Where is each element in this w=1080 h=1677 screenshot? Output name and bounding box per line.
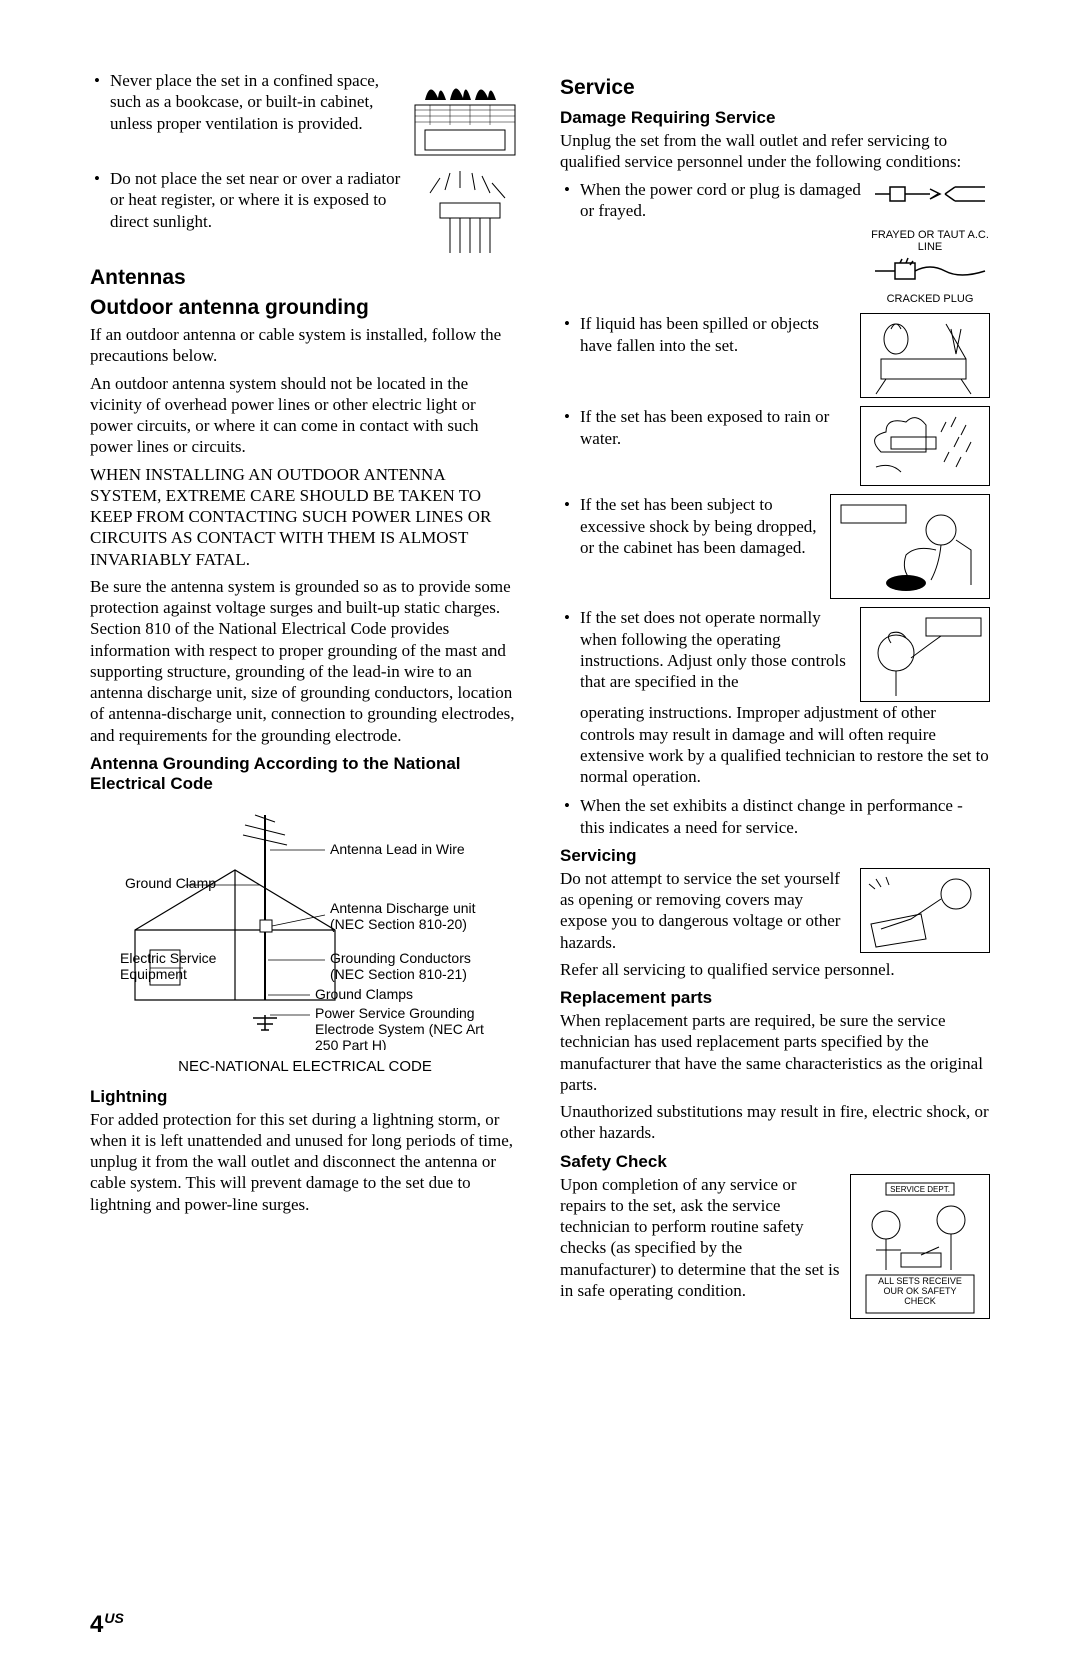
- svg-text:SERVICE DEPT.: SERVICE DEPT.: [890, 1185, 950, 1194]
- list-item: If liquid has been spilled or objects ha…: [560, 313, 990, 398]
- placement-warnings: Never place the set in a confined space,…: [90, 70, 520, 258]
- sunlight-icon: [410, 168, 520, 258]
- page-num-value: 4: [90, 1611, 103, 1638]
- body-text: When replacement parts are required, be …: [560, 1010, 990, 1095]
- body-text: Refer all servicing to qualified service…: [560, 959, 990, 980]
- body-text: If an outdoor antenna or cable system is…: [90, 324, 520, 367]
- body-text: Upon completion of any service or repair…: [560, 1174, 842, 1302]
- left-column: Never place the set in a confined space,…: [90, 70, 520, 1319]
- bookcase-icon: [410, 70, 520, 160]
- service-conditions: When the power cord or plug is damaged o…: [560, 179, 990, 838]
- cord-label: FRAYED OR TAUT A.C. LINE: [870, 229, 990, 253]
- body-text: WHEN INSTALLING AN OUTDOOR ANTENNA SYSTE…: [90, 464, 520, 570]
- list-item: If the set does not operate normally whe…: [560, 607, 990, 787]
- body-text: Be sure the antenna system is grounded s…: [90, 576, 520, 746]
- body-text: An outdoor antenna system should not be …: [90, 373, 520, 458]
- list-item: If the set has been exposed to rain or w…: [560, 406, 990, 486]
- lightning-heading: Lightning: [90, 1087, 520, 1107]
- service-heading: Service: [560, 76, 990, 100]
- body-text: Do not attempt to service the set yourse…: [560, 868, 852, 953]
- list-item: If the set has been subject to excessive…: [560, 494, 990, 599]
- svg-text:Antenna Lead in Wire: Antenna Lead in Wire: [330, 841, 465, 857]
- bullet-text: When the power cord or plug is damaged o…: [580, 179, 862, 222]
- right-column: Service Damage Requiring Service Unplug …: [560, 70, 990, 1319]
- list-item: Do not place the set near or over a radi…: [90, 168, 520, 258]
- page-number: 4US: [90, 1610, 124, 1639]
- servicing-block: Do not attempt to service the set yourse…: [560, 868, 990, 959]
- bullet-text: When the set exhibits a distinct change …: [580, 796, 963, 836]
- cord-icon: FRAYED OR TAUT A.C. LINE CRACKED PLUG: [870, 179, 990, 306]
- outdoor-grounding-heading: Outdoor antenna grounding: [90, 296, 520, 320]
- body-text: Unplug the set from the wall outlet and …: [560, 130, 990, 173]
- list-item: When the power cord or plug is damaged o…: [560, 179, 990, 306]
- nec-heading: Antenna Grounding According to the Natio…: [90, 754, 520, 794]
- spill-icon: [860, 313, 990, 398]
- servicing-icon: [860, 868, 990, 953]
- nec-caption: NEC-NATIONAL ELECTRICAL CODE: [90, 1058, 520, 1077]
- bullet-text: If the set has been exposed to rain or w…: [580, 406, 852, 449]
- safety-check-block: Upon completion of any service or repair…: [560, 1174, 990, 1319]
- bullet-text-continuation: operating instructions. Improper adjustm…: [580, 702, 990, 787]
- body-text: Unauthorized substitutions may result in…: [560, 1101, 990, 1144]
- safety-check-heading: Safety Check: [560, 1152, 990, 1172]
- page-columns: Never place the set in a confined space,…: [90, 70, 990, 1319]
- bullet-text: If the set has been subject to excessive…: [580, 494, 822, 558]
- antennas-heading: Antennas: [90, 266, 520, 290]
- svg-text:Ground Clamps: Ground Clamps: [315, 986, 413, 1002]
- dropped-icon: [830, 494, 990, 599]
- list-item: Never place the set in a confined space,…: [90, 70, 520, 160]
- safety-check-icon: SERVICE DEPT. ALL SETS RECEIVE OUR OK SA…: [850, 1174, 990, 1319]
- bullet-text: If liquid has been spilled or objects ha…: [580, 313, 852, 356]
- bullet-text-partial: If the set does not operate normally whe…: [580, 608, 846, 691]
- damage-heading: Damage Requiring Service: [560, 108, 990, 128]
- page-suffix: US: [104, 1610, 123, 1626]
- cord-label: CRACKED PLUG: [870, 293, 990, 305]
- svg-text:Ground Clamp: Ground Clamp: [125, 875, 216, 891]
- antenna-grounding-diagram: Antenna Lead in Wire Ground Clamp Antenn…: [90, 800, 520, 1050]
- replacement-heading: Replacement parts: [560, 988, 990, 1008]
- rain-icon: [860, 406, 990, 486]
- bullet-text: Do not place the set near or over a radi…: [110, 168, 402, 232]
- body-text: For added protection for this set during…: [90, 1109, 520, 1215]
- list-item: When the set exhibits a distinct change …: [560, 795, 990, 838]
- adjust-icon: [860, 607, 990, 702]
- bullet-text: Never place the set in a confined space,…: [110, 70, 402, 134]
- servicing-heading: Servicing: [560, 846, 990, 866]
